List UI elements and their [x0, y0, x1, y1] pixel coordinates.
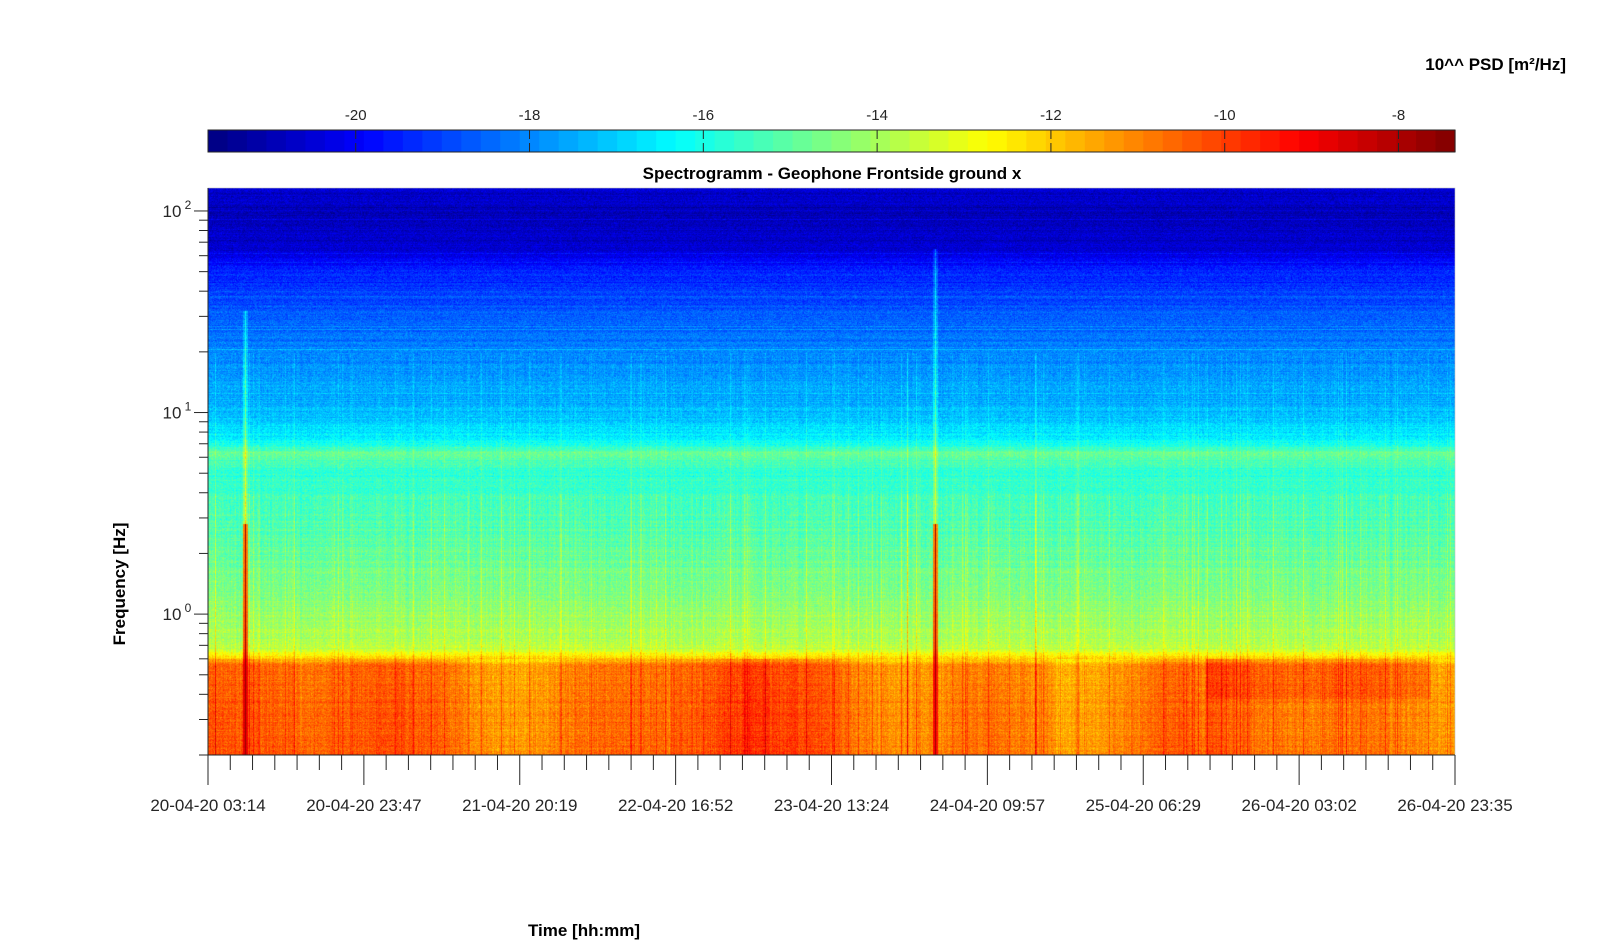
colorbar-swatch [734, 130, 755, 152]
colorbar-swatch [1104, 130, 1125, 152]
colorbar-swatch [850, 130, 872, 152]
y-tick-exponent: 2 [185, 198, 192, 212]
colorbar-swatch [402, 130, 423, 152]
colorbar-frame [207, 129, 1456, 153]
colorbar-swatch [208, 130, 229, 152]
colorbar-swatch [1318, 130, 1339, 152]
colorbar-tick-label: -18 [519, 107, 541, 124]
colorbar-swatch [753, 130, 774, 152]
colorbar-swatch [1416, 130, 1437, 152]
colorbar-swatch [285, 130, 307, 152]
x-tick-label: 24-04-20 09:57 [930, 796, 1045, 815]
colorbar-swatch [578, 130, 599, 152]
colorbar-tick-label: -8 [1392, 107, 1405, 124]
colorbar-swatch [1026, 130, 1047, 152]
colorbar-label: 10^^ PSD [m²/Hz] [1425, 55, 1566, 74]
y-tick-label: 10 [163, 605, 182, 624]
colorbar-swatch [1201, 130, 1222, 152]
colorbar-tick-label: -12 [1040, 107, 1062, 124]
colorbar-swatch [909, 130, 930, 152]
x-axis-label: Time [hh:mm] [528, 921, 640, 940]
colorbar-swatch [792, 130, 813, 152]
colorbar-swatch [480, 130, 501, 152]
colorbar-swatch [889, 130, 911, 152]
colorbar-swatch [1377, 130, 1398, 152]
x-tick-label: 22-04-20 16:52 [618, 796, 733, 815]
colorbar-swatch [1084, 130, 1105, 152]
x-axis: 20-04-20 03:14 20-04-20 23:47 21-04-20 20:… [150, 754, 1513, 815]
colorbar-swatch [227, 130, 248, 152]
colorbar-swatch [1396, 130, 1417, 152]
colorbar-swatch [1299, 130, 1320, 152]
colorbar-swatch [1279, 130, 1300, 152]
colorbar-swatch [246, 130, 268, 152]
colorbar-swatch [1006, 130, 1027, 152]
y-tick-label: 10 [163, 202, 182, 221]
x-tick-label: 20-04-20 03:14 [150, 796, 265, 815]
colorbar-swatch [1182, 130, 1203, 152]
x-tick-label: 21-04-20 20:19 [462, 796, 577, 815]
colorbar-swatch [344, 130, 365, 152]
colorbar-swatch [1357, 130, 1378, 152]
colorbar-swatch [617, 130, 638, 152]
colorbar-swatch [1260, 130, 1281, 152]
colorbar-swatch [519, 130, 540, 152]
colorbar-swatch [539, 130, 560, 152]
colorbar-swatch [1338, 130, 1359, 152]
x-tick-label: 26-04-20 03:02 [1241, 796, 1356, 815]
colorbar-swatch [656, 130, 677, 152]
colorbar-swatch [1045, 130, 1066, 152]
colorbar-swatch [1240, 130, 1261, 152]
colorbar-swatch [967, 130, 988, 152]
y-tick-exponent: 0 [185, 601, 192, 615]
colorbar-swatch [870, 130, 891, 152]
colorbar-swatch [363, 130, 384, 152]
colorbar-swatch [831, 130, 852, 152]
colorbar-swatch [1221, 130, 1242, 152]
colorbar-swatch [773, 130, 794, 152]
x-tick-label: 26-04-20 23:35 [1397, 796, 1512, 815]
chart-title: Spectrogramm - Geophone Frontside ground… [643, 164, 1022, 183]
spectrogram-heatmap [208, 188, 1455, 755]
colorbar-tick-label: -10 [1214, 107, 1236, 124]
colorbar-swatch [324, 130, 345, 152]
colorbar-swatch [1065, 130, 1086, 152]
colorbar-swatch [812, 130, 833, 152]
x-tick-label: 20-04-20 23:47 [306, 796, 421, 815]
colorbar-swatch [558, 130, 579, 152]
x-tick-label: 23-04-20 13:24 [774, 796, 889, 815]
colorbar-swatch [383, 130, 404, 152]
colorbar-swatch [597, 130, 618, 152]
colorbar-tick-label: -20 [345, 107, 367, 124]
colorbar-blocks [207, 129, 1456, 153]
colorbar-ticks: -20 -18 -16 -14 -12 -10 -8 [345, 107, 1405, 152]
colorbar-swatch [714, 130, 735, 152]
colorbar-swatch [1162, 130, 1183, 152]
colorbar-swatch [695, 130, 716, 152]
colorbar-swatch [987, 130, 1008, 152]
colorbar-swatch [1123, 130, 1144, 152]
colorbar-swatch [1435, 130, 1456, 152]
y-tick-exponent: 1 [185, 400, 192, 414]
x-tick-label: 25-04-20 06:29 [1086, 796, 1201, 815]
colorbar-swatch [675, 130, 696, 152]
colorbar-swatch [928, 130, 950, 152]
colorbar-swatch [948, 130, 969, 152]
colorbar-swatch [636, 130, 657, 152]
y-axis-label: Frequency [Hz] [110, 523, 129, 646]
colorbar-swatch [266, 130, 287, 152]
colorbar-tick-label: -14 [866, 107, 888, 124]
colorbar-swatch [441, 130, 462, 152]
colorbar-swatch [305, 130, 326, 152]
colorbar-swatch [500, 130, 521, 152]
colorbar-tick-label: -16 [692, 107, 714, 124]
y-tick-label: 10 [163, 404, 182, 423]
colorbar-swatch [1143, 130, 1164, 152]
colorbar-swatch [461, 130, 482, 152]
colorbar-swatch [422, 130, 443, 152]
